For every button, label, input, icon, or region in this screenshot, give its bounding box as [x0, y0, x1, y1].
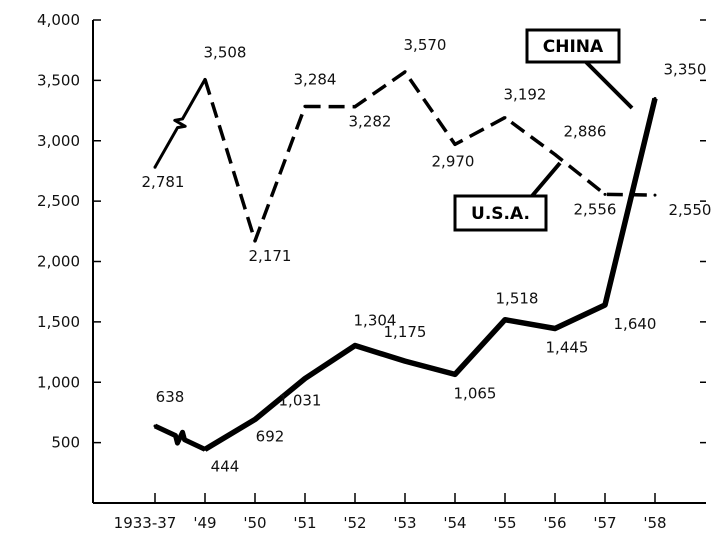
series-u-s-a-point [303, 104, 307, 108]
data-label-china: 692 [256, 427, 285, 445]
series-china-point [503, 318, 507, 322]
series-u-s-a-point [203, 77, 207, 81]
x-axis-ticks: 1933-37 '49 '50 '51 '52 '53 '54 '55 '56 '57 '58 [114, 493, 667, 532]
series-u-s-a-point [403, 70, 407, 74]
x-tick-label: '52 [343, 514, 366, 532]
legend-box-china [525, 28, 621, 64]
x-tick-label: '49 [193, 514, 216, 532]
y-tick-label: 500 [51, 434, 80, 452]
series-china-point [203, 447, 207, 451]
legend-label-u-s-a: U.S.A. [471, 204, 530, 224]
data-label-china: 1,031 [279, 392, 322, 410]
legend-box-u-s-a [453, 194, 548, 232]
data-label-u-s-a: 3,570 [404, 36, 447, 54]
series-china-point [353, 344, 357, 348]
series-china-point [553, 327, 557, 331]
series-u-s-a-point [353, 105, 357, 109]
data-label-china: 1,065 [454, 384, 497, 402]
data-label-u-s-a: 3,508 [204, 43, 247, 61]
y-axis-ticks: 500 1,000 1,500 2,000 2,500 3,000 3,500 4,000 [37, 11, 706, 452]
x-tick-label: '57 [593, 514, 616, 532]
data-label-u-s-a: 2,171 [249, 247, 292, 265]
data-label-u-s-a: 3,282 [349, 113, 392, 131]
data-labels: 2,781 3,508 2,171 3,284 3,282 3,570 2,970 3,192… [142, 36, 712, 475]
series-u-s-a-line [203, 70, 656, 243]
legend: CHINA U.S.A. [453, 28, 634, 232]
x-tick-label: '53 [393, 514, 416, 532]
y-tick-label: 1,500 [37, 313, 80, 331]
series-china-line [203, 97, 658, 452]
series-china-point [153, 424, 157, 428]
legend-leader-china [584, 60, 634, 110]
series-u-s-a-point [553, 153, 557, 157]
series-china-point [603, 303, 607, 307]
y-tick-label: 2,500 [37, 192, 80, 210]
data-label-u-s-a: 3,192 [504, 86, 547, 104]
x-tick-label: '56 [543, 514, 566, 532]
x-tick-label: '54 [443, 514, 466, 532]
data-label-u-s-a: 2,556 [574, 200, 617, 218]
x-tick-label: '50 [243, 514, 266, 532]
x-tick-label: '58 [643, 514, 666, 532]
data-label-u-s-a: 2,781 [142, 173, 185, 191]
data-label-china: 444 [211, 457, 240, 475]
data-label-u-s-a: 2,886 [564, 123, 607, 141]
series-u-s-a-point [603, 192, 607, 196]
series-china-point [453, 372, 457, 376]
series-u-s-a-point [153, 165, 157, 169]
y-tick-label: 2,000 [37, 253, 80, 271]
series-u-s-a-break-segment [153, 78, 207, 168]
series-china-point [253, 417, 257, 421]
x-tick-label: '55 [493, 514, 516, 532]
y-tick-label: 3,500 [37, 71, 80, 89]
y-tick-label: 3,000 [37, 132, 80, 150]
legend-label-china: CHINA [543, 37, 604, 57]
data-label-china: 3,350 [664, 60, 707, 78]
data-label-u-s-a: 2,970 [432, 152, 475, 170]
series-china-break-segment [153, 423, 207, 452]
x-tick-label: 1933-37 [114, 514, 177, 532]
series-lines [153, 70, 658, 452]
data-label-china: 1,518 [496, 290, 539, 308]
series-u-s-a-point [503, 116, 507, 120]
series-u-s-a-point [653, 193, 657, 197]
data-label-china: 1,640 [614, 315, 657, 333]
series-u-s-a-point [253, 239, 257, 243]
series-china-point [303, 377, 307, 381]
legend-leader-u-s-a [530, 161, 562, 198]
data-label-u-s-a: 2,550 [669, 201, 712, 219]
y-tick-label: 4,000 [37, 11, 80, 29]
data-label-china: 1,445 [546, 339, 589, 357]
series-u-s-a-point [453, 142, 457, 146]
y-tick-label: 1,000 [37, 373, 80, 391]
data-label-china: 1,304 [354, 312, 397, 330]
series-china-point [403, 359, 407, 363]
data-label-china: 1,175 [384, 323, 427, 341]
series-china-point [653, 96, 657, 100]
data-label-u-s-a: 3,284 [294, 70, 337, 88]
x-tick-label: '51 [293, 514, 316, 532]
data-label-china: 638 [156, 388, 185, 406]
